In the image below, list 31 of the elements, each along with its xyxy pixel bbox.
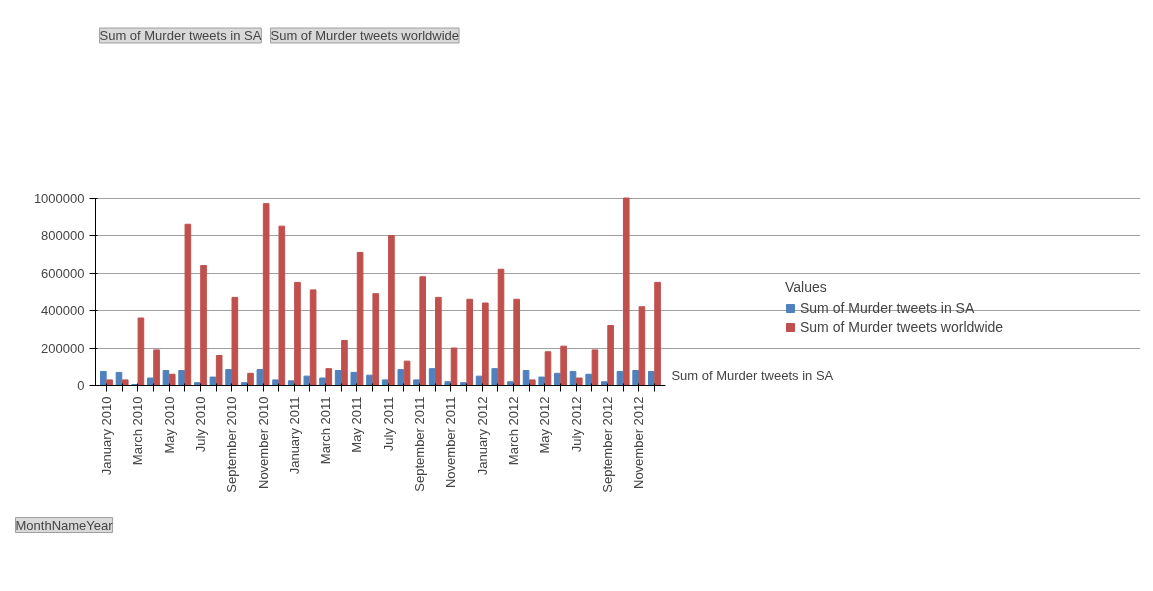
x-tick-label: November 2012 [631,396,647,489]
text: Sum of Murder tweets in SA [671,367,834,383]
legend-title: Values [785,279,828,295]
x-tick-label: July 2011 [380,396,396,452]
x-tick-label: May 2010 [161,396,177,454]
x-tick-label: September 2011 [412,396,428,492]
x-tick-label: January 2012 [474,396,490,476]
x-tick-label: March 2012 [506,396,522,466]
text: MonthNameYear [15,517,114,533]
y-tick-label: 600000 [41,265,85,281]
x-tick-label: September 2012 [599,396,615,493]
x-tick-label: March 2011 [318,396,334,465]
y-tick-label: 800000 [41,228,85,243]
x-tick-label: March 2010 [130,396,146,466]
text: Sum of Murder tweets worldwide [270,28,460,43]
y-tick-label: 400000 [41,303,85,318]
x-tick-label: January 2010 [98,396,114,476]
x-tick-label: July 2010 [192,396,208,453]
legend-label: Sum of Murder tweets in SA [800,300,975,316]
x-tick-label: July 2012 [568,396,584,453]
x-tick-label: November 2010 [255,396,271,489]
legend-label: Sum of Murder tweets worldwide [800,319,1004,335]
y-tick-label: 200000 [41,340,85,356]
y-tick-label: 0 [77,378,85,393]
y-tick-label: 1000000 [33,190,85,206]
x-tick-label: May 2012 [537,396,553,454]
x-tick-label: May 2011 [349,396,365,453]
text: Sum of Murder tweets in SA [99,28,262,43]
x-tick-label: November 2011 [443,396,459,489]
x-tick-label: September 2010 [224,396,240,493]
x-tick-label: January 2011 [286,396,302,475]
